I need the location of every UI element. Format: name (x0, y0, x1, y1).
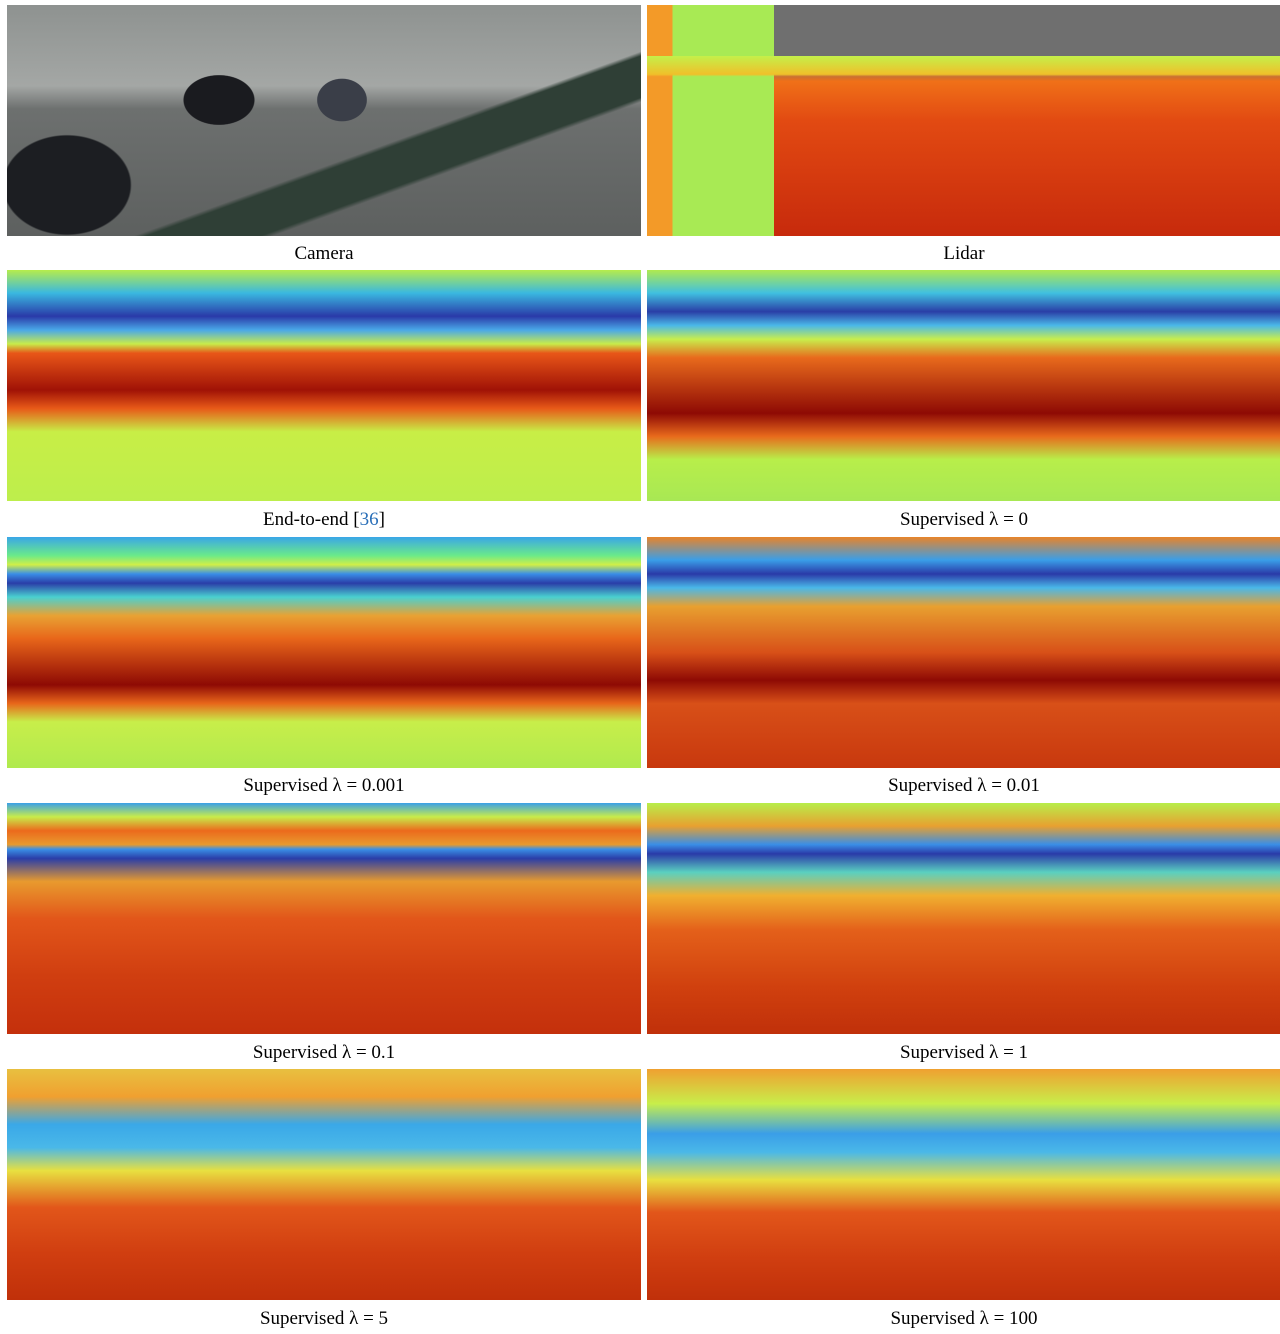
depth-image (647, 537, 1280, 768)
depth-image (7, 1069, 641, 1300)
caption: End-to-end [36] (7, 509, 641, 531)
caption: Supervised λ = 0.1 (7, 1042, 641, 1064)
citation-link[interactable]: 36 (359, 509, 379, 530)
caption-text: Lidar (943, 243, 985, 264)
caption: Supervised λ = 0.001 (7, 775, 641, 797)
caption: Supervised λ = 1 (647, 1042, 1280, 1064)
caption-text: Supervised λ = 1 (899, 1042, 1029, 1063)
depth-image (647, 270, 1280, 501)
depth-image (7, 270, 641, 501)
depth-image (647, 1069, 1280, 1300)
caption-text: Supervised λ = 100 (890, 1308, 1038, 1329)
caption-text: Camera (294, 243, 354, 264)
camera-image (7, 5, 641, 236)
bracket: ] (378, 509, 385, 530)
caption: Supervised λ = 0.01 (647, 775, 1280, 797)
bracket: [ (353, 509, 360, 530)
depth-image (7, 803, 641, 1034)
caption-text: Supervised λ = 0 (899, 509, 1029, 530)
caption-text: Supervised λ = 0.01 (888, 775, 1040, 796)
caption-text: Supervised λ = 0.1 (252, 1042, 396, 1063)
depth-image (7, 537, 641, 768)
caption-text: End-to-end (263, 509, 349, 530)
depth-image (647, 803, 1280, 1034)
caption-text: Supervised λ = 0.001 (243, 775, 405, 796)
caption: Camera (7, 243, 641, 265)
caption: Lidar (647, 243, 1280, 265)
caption: Supervised λ = 5 (7, 1308, 641, 1330)
caption: Supervised λ = 0 (647, 509, 1280, 531)
caption-text: Supervised λ = 5 (259, 1308, 389, 1329)
caption: Supervised λ = 100 (647, 1308, 1280, 1330)
lidar-image (647, 5, 1280, 236)
